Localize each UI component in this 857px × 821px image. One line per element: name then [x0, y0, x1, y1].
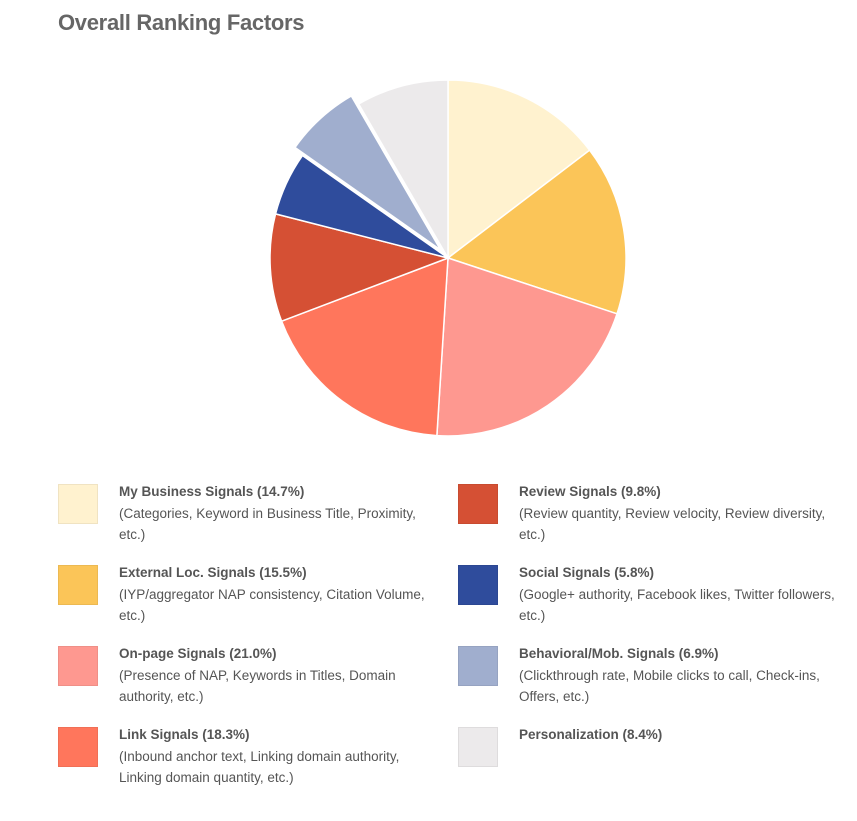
legend-text: Social Signals (5.8%) (Google+ authority,… — [519, 562, 839, 627]
pie-slice-6 — [274, 154, 449, 259]
legend-label: Personalization (8.4%) — [519, 727, 663, 742]
legend-text: External Loc. Signals (15.5%) (IYP/aggreg… — [119, 562, 439, 627]
legend-swatch — [458, 484, 498, 524]
legend-description: (Categories, Keyword in Business Title, … — [119, 505, 416, 543]
legend-description: (IYP/aggregator NAP consistency, Citatio… — [119, 586, 425, 624]
legend-text: Behavioral/Mob. Signals (6.9%) (Clickthro… — [519, 643, 839, 708]
legend-label: External Loc. Signals (15.5%) — [119, 565, 307, 580]
pie-slice-1 — [447, 79, 591, 260]
legend-text: Personalization (8.4%) — [519, 724, 839, 746]
legend-label: My Business Signals (14.7%) — [119, 484, 305, 499]
legend-swatch — [458, 727, 498, 767]
chart-title: Overall Ranking Factors — [58, 10, 305, 35]
legend-swatch — [58, 565, 98, 605]
legend-swatch — [458, 646, 498, 686]
legend-label: Review Signals (9.8%) — [519, 484, 661, 499]
legend-text: Link Signals (18.3%) (Inbound anchor text… — [119, 724, 439, 789]
pie-slice-3 — [436, 256, 618, 437]
legend-description: (Clickthrough rate, Mobile clicks to cal… — [519, 667, 820, 705]
legend-description: (Review quantity, Review velocity, Revie… — [519, 505, 826, 543]
legend-swatch — [458, 565, 498, 605]
legend-label: Link Signals (18.3%) — [119, 727, 250, 742]
legend-swatch — [58, 646, 98, 686]
legend-text: On-page Signals (21.0%) (Presence of NAP,… — [119, 643, 439, 708]
legend-description: (Inbound anchor text, Linking domain aut… — [119, 748, 400, 786]
pie-slice-8 — [357, 79, 449, 261]
legend-label: Social Signals (5.8%) — [519, 565, 655, 580]
legend-label: On-page Signals (21.0%) — [119, 646, 277, 661]
legend-label: Behavioral/Mob. Signals (6.9%) — [519, 646, 719, 661]
pie-slice-7 — [293, 94, 442, 251]
pie-slice-2 — [446, 149, 627, 315]
pie-slice-4 — [280, 256, 449, 437]
legend-description: (Google+ authority, Facebook likes, Twit… — [519, 586, 835, 624]
legend-swatch — [58, 727, 98, 767]
legend-swatch — [58, 484, 98, 524]
legend-text: My Business Signals (14.7%) (Categories, … — [119, 481, 439, 546]
pie-chart — [269, 79, 627, 437]
legend-text: Review Signals (9.8%) (Review quantity, R… — [519, 481, 839, 546]
legend-description: (Presence of NAP, Keywords in Titles, Do… — [119, 667, 396, 705]
pie-slice-5 — [269, 212, 451, 323]
